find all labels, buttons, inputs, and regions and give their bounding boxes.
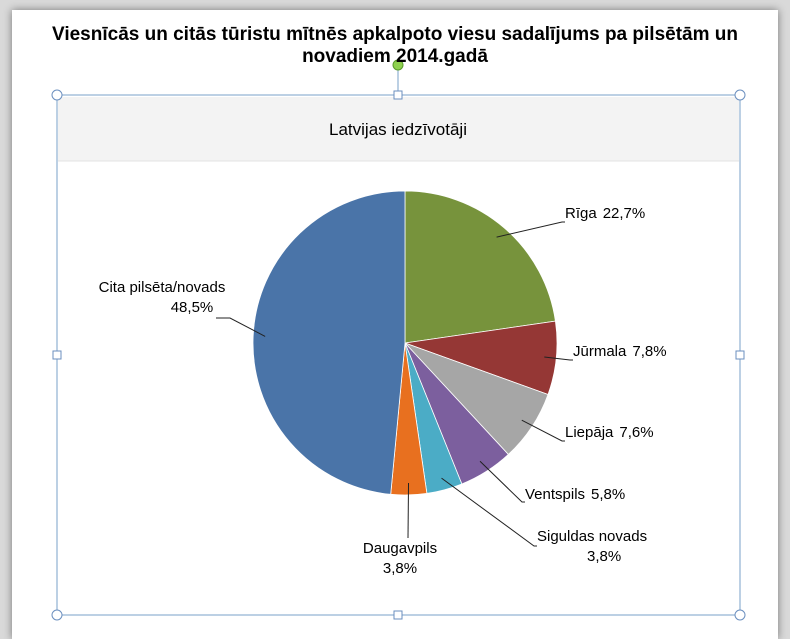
pie-slice	[404, 190, 556, 344]
leader-line	[479, 460, 525, 503]
handle[interactable]	[734, 89, 746, 101]
data-label-category: Daugavpils	[363, 540, 437, 557]
data-label-value: 3,8%	[383, 560, 417, 577]
data-label-value: 5,8%	[591, 486, 625, 503]
pie-slice	[252, 190, 406, 495]
leader-line	[441, 477, 537, 547]
chart-subtitle: Latvijas iedzīvotāji	[329, 120, 467, 139]
data-label-category: Ventspils	[525, 486, 585, 503]
data-label-value: 7,8%	[632, 343, 666, 360]
data-label-value: 7,6%	[619, 424, 653, 441]
data-label-category: Cita pilsēta/novads	[99, 279, 226, 296]
handle[interactable]	[735, 350, 745, 360]
handle[interactable]	[393, 90, 403, 100]
data-label-category: Liepāja	[565, 424, 614, 441]
pie: Rīga 22,7% Jūrmala 7,8% Liepāja 7,6% Ventspils…	[99, 190, 667, 577]
handle[interactable]	[734, 609, 746, 621]
leader-line	[544, 356, 573, 361]
handle[interactable]	[52, 350, 62, 360]
data-label-value: 48,5%	[171, 299, 214, 316]
data-label-category: Siguldas novads	[537, 528, 647, 545]
handle[interactable]	[51, 609, 63, 621]
data-label-category: Rīga	[565, 205, 597, 222]
handle[interactable]	[393, 610, 403, 620]
data-label-value: 3,8%	[587, 548, 621, 565]
rotate-handle[interactable]	[392, 59, 404, 71]
chart-title: Viesnīcās un citās tūristu mītnēs apkalp…	[52, 24, 738, 67]
leader-line	[496, 221, 565, 238]
leader-line	[407, 482, 410, 539]
leader-line	[521, 419, 565, 442]
header-band	[58, 97, 739, 161]
data-label-category: Jūrmala	[573, 343, 627, 360]
handle[interactable]	[51, 89, 63, 101]
leader-line	[216, 317, 266, 337]
data-label-value: 22,7%	[603, 205, 646, 222]
